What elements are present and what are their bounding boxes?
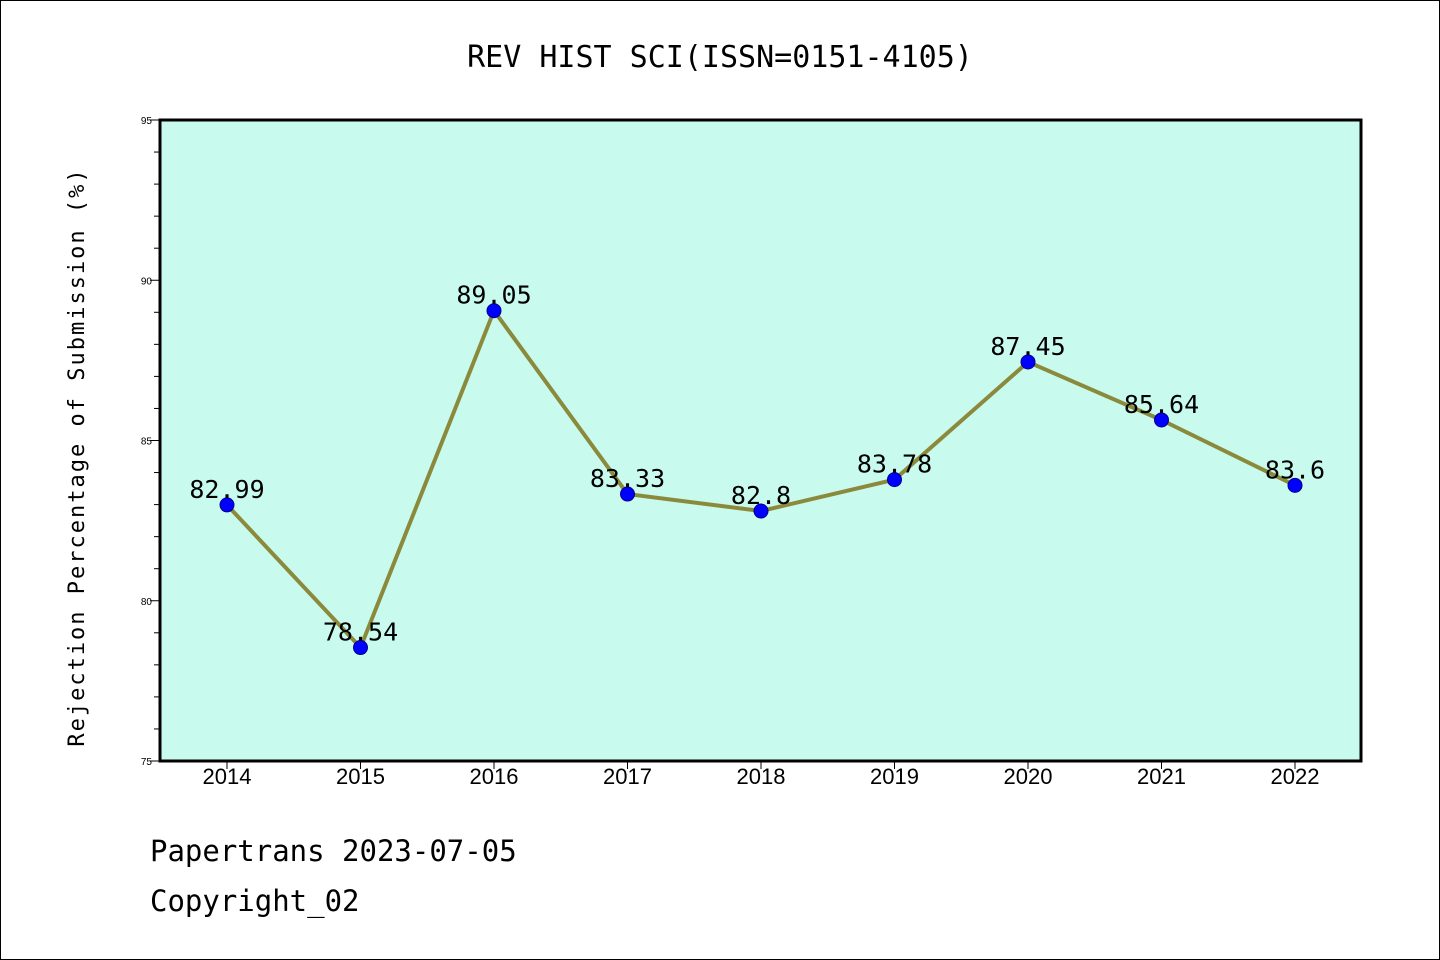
- data-point: [620, 486, 635, 502]
- y-tick-label: 85: [141, 437, 153, 448]
- y-axis-label: Rejection Percentage of Submission (%): [65, 167, 90, 746]
- data-point: [219, 497, 235, 513]
- data-markers: [219, 303, 1303, 656]
- data-point: [1020, 354, 1036, 370]
- data-point: [486, 303, 502, 319]
- y-tick-label: 75: [141, 757, 153, 768]
- data-point: [887, 472, 902, 488]
- footer-source-date: Papertrans 2023-07-05: [150, 834, 517, 868]
- data-label: 83.33: [590, 464, 665, 493]
- data-label: 78.54: [323, 618, 398, 647]
- data-label: 83.78: [857, 450, 932, 479]
- x-tick-label: 2018: [737, 764, 786, 789]
- chart-title: REV HIST SCI(ISSN=0151-4105): [467, 40, 973, 75]
- y-tick-label: 80: [141, 597, 153, 608]
- x-tick-label: 2022: [1271, 764, 1320, 789]
- data-label: 83.6: [1265, 455, 1325, 484]
- data-labels: 82.99 78.54 89.05 83.33 82.8 83.78 87.45 85.64 8…: [189, 281, 1325, 647]
- data-point: [753, 503, 769, 519]
- x-tick-label: 2020: [1004, 764, 1053, 789]
- data-label: 85.64: [1124, 390, 1199, 419]
- x-tick-label: 2015: [336, 764, 385, 789]
- x-tick-label: 2016: [470, 764, 519, 789]
- data-point: [1287, 477, 1303, 493]
- axis-ticks: 75 80 85 90 95 2014 2015 2016 2017 2018 2019 2020 20…: [141, 116, 1320, 789]
- x-tick-label: 2014: [203, 764, 252, 789]
- data-point: [353, 640, 368, 656]
- x-tick-label: 2017: [603, 764, 652, 789]
- data-point: [1154, 412, 1169, 428]
- data-label: 82.8: [731, 481, 791, 510]
- plot-area: [158, 118, 1363, 763]
- footer-copyright: Copyright_02: [150, 884, 360, 918]
- x-tick-label: 2021: [1137, 764, 1186, 789]
- x-tick-label: 2019: [870, 764, 919, 789]
- data-label: 89.05: [456, 281, 531, 310]
- y-tick-label: 95: [141, 116, 153, 127]
- data-label: 87.45: [990, 332, 1065, 361]
- data-label: 82.99: [189, 475, 264, 504]
- y-tick-label: 90: [141, 276, 153, 287]
